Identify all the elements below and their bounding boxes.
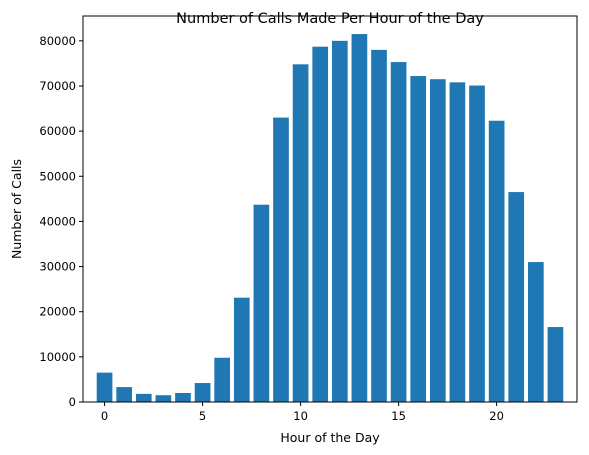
bar-hour-2 [135, 393, 152, 402]
bar-hour-18 [449, 82, 466, 403]
bar-hour-6 [214, 357, 231, 402]
bar-hour-19 [469, 85, 485, 402]
y-tick-label: 30000 [39, 260, 76, 274]
y-tick-label: 50000 [39, 169, 76, 183]
bar-hour-9 [273, 117, 289, 402]
bar-hour-1 [116, 387, 133, 402]
bars-group [96, 34, 564, 403]
bar-hour-15 [390, 62, 407, 403]
y-axis-label: Number of Calls [9, 159, 24, 259]
bar-hour-16 [410, 76, 427, 402]
y-tick-label: 0 [69, 395, 76, 409]
bar-hour-11 [312, 46, 329, 402]
x-axis-label: Hour of the Day [280, 430, 380, 445]
bar-hour-13 [351, 34, 368, 403]
chart-title: Number of Calls Made Per Hour of the Day [176, 11, 484, 27]
bar-hour-7 [233, 297, 250, 402]
y-tick-label: 60000 [39, 124, 76, 138]
x-tick-label: 15 [391, 409, 406, 423]
bar-hour-14 [371, 49, 387, 403]
bar-hour-12 [331, 40, 348, 402]
bar-hour-23 [547, 327, 564, 402]
bar-hour-10 [292, 64, 309, 402]
x-tick-label: 10 [293, 409, 308, 423]
bar-hour-5 [194, 383, 211, 402]
bar-hour-8 [253, 204, 270, 402]
y-tick-label: 70000 [39, 79, 76, 93]
y-axis-ticks: 0 10000 20000 30000 40000 50000 60000 70000 8000… [39, 34, 83, 409]
x-tick-label: 20 [489, 409, 504, 423]
y-tick-label: 10000 [39, 350, 76, 364]
bar-hour-20 [488, 120, 505, 403]
y-tick-label: 20000 [39, 305, 76, 319]
bar-hour-21 [508, 192, 525, 402]
bar-hour-22 [527, 262, 544, 402]
x-axis-ticks: 0 5 10 15 20 [101, 402, 504, 423]
plot-frame [82, 15, 578, 403]
bar-hour-3 [155, 395, 172, 402]
x-tick-label: 0 [101, 409, 108, 423]
bar-hour-17 [429, 79, 446, 402]
bar-hour-0 [96, 372, 113, 402]
y-tick-label: 80000 [39, 34, 76, 48]
x-tick-label: 5 [199, 409, 206, 423]
bar-hour-4 [175, 392, 191, 402]
y-tick-label: 40000 [39, 214, 76, 228]
